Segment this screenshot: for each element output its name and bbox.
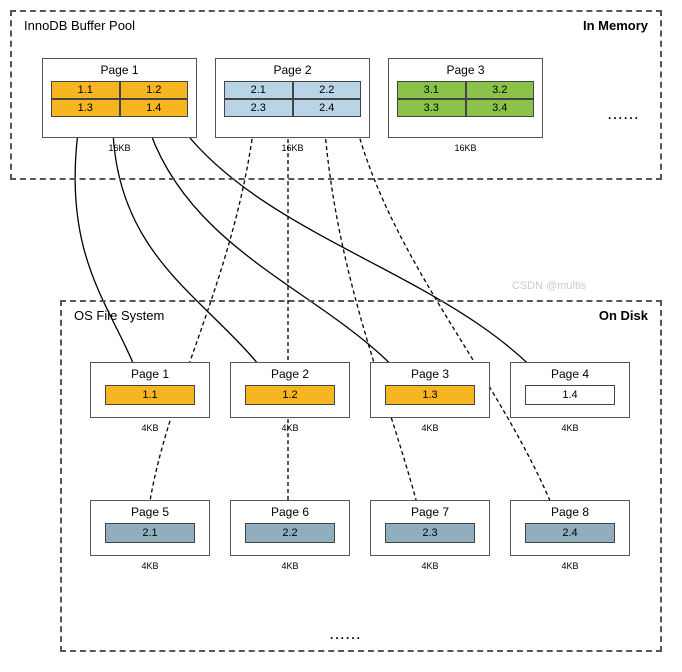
cell: 1.1 xyxy=(105,385,195,405)
size-label: 4KB xyxy=(91,561,209,571)
top-region-badge: In Memory xyxy=(583,18,648,33)
size-label: 4KB xyxy=(371,561,489,571)
disk-page: Page 52.14KB xyxy=(90,500,210,556)
cell: 3.1 xyxy=(397,81,466,99)
cell: 2.4 xyxy=(293,99,362,117)
ellipsis-bottom: ...... xyxy=(330,628,362,642)
page-grid: 1.11.21.31.4 xyxy=(51,81,188,117)
cell: 3.3 xyxy=(397,99,466,117)
page-title: Page 1 xyxy=(91,363,209,383)
cell: 1.3 xyxy=(385,385,475,405)
watermark: CSDN @multis xyxy=(512,280,586,292)
size-label: 4KB xyxy=(91,423,209,433)
page-grid: 3.13.23.33.4 xyxy=(397,81,534,117)
cell: 1.4 xyxy=(525,385,615,405)
memory-page: Page 11.11.21.31.416KB xyxy=(42,58,197,138)
disk-page: Page 31.34KB xyxy=(370,362,490,418)
cell: 1.4 xyxy=(120,99,189,117)
os-file-system-region: OS File System On Disk xyxy=(60,300,662,652)
page-title: Page 1 xyxy=(43,59,196,79)
memory-page: Page 33.13.23.33.416KB xyxy=(388,58,543,138)
bottom-region-badge: On Disk xyxy=(599,308,648,323)
top-region-title: InnoDB Buffer Pool xyxy=(24,18,135,33)
disk-page: Page 11.14KB xyxy=(90,362,210,418)
cell: 3.2 xyxy=(466,81,535,99)
bottom-region-title: OS File System xyxy=(74,308,164,323)
cell: 2.4 xyxy=(525,523,615,543)
size-label: 16KB xyxy=(43,143,196,153)
page-title: Page 3 xyxy=(371,363,489,383)
cell: 1.1 xyxy=(51,81,120,99)
size-label: 16KB xyxy=(216,143,369,153)
disk-page: Page 82.44KB xyxy=(510,500,630,556)
size-label: 4KB xyxy=(371,423,489,433)
size-label: 4KB xyxy=(511,561,629,571)
size-label: 4KB xyxy=(231,423,349,433)
cell: 2.3 xyxy=(224,99,293,117)
disk-page: Page 21.24KB xyxy=(230,362,350,418)
page-title: Page 5 xyxy=(91,501,209,521)
size-label: 4KB xyxy=(511,423,629,433)
memory-page: Page 22.12.22.32.416KB xyxy=(215,58,370,138)
cell: 2.1 xyxy=(105,523,195,543)
page-title: Page 4 xyxy=(511,363,629,383)
cell: 1.3 xyxy=(51,99,120,117)
cell: 1.2 xyxy=(120,81,189,99)
page-grid: 2.12.22.32.4 xyxy=(224,81,361,117)
size-label: 4KB xyxy=(231,561,349,571)
ellipsis-top: ...... xyxy=(608,108,640,122)
disk-page: Page 41.44KB xyxy=(510,362,630,418)
cell: 2.1 xyxy=(224,81,293,99)
cell: 1.2 xyxy=(245,385,335,405)
page-title: Page 2 xyxy=(231,363,349,383)
cell: 3.4 xyxy=(466,99,535,117)
cell: 2.2 xyxy=(293,81,362,99)
size-label: 16KB xyxy=(389,143,542,153)
page-title: Page 7 xyxy=(371,501,489,521)
cell: 2.2 xyxy=(245,523,335,543)
disk-page: Page 62.24KB xyxy=(230,500,350,556)
page-title: Page 3 xyxy=(389,59,542,79)
page-title: Page 2 xyxy=(216,59,369,79)
disk-page: Page 72.34KB xyxy=(370,500,490,556)
page-title: Page 6 xyxy=(231,501,349,521)
cell: 2.3 xyxy=(385,523,475,543)
page-title: Page 8 xyxy=(511,501,629,521)
